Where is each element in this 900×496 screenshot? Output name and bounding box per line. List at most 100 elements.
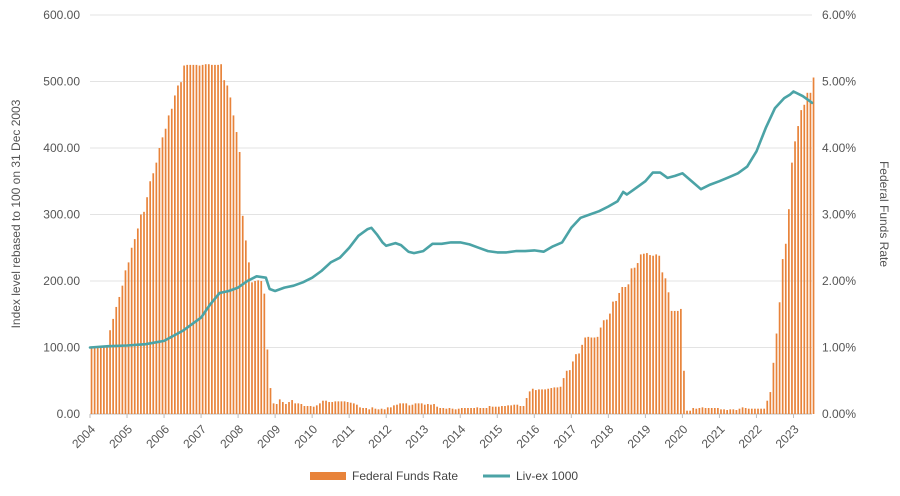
fed-funds-bar	[497, 406, 500, 414]
fed-funds-bar	[241, 215, 244, 414]
fed-funds-bar	[673, 310, 676, 414]
fed-funds-bar	[198, 65, 201, 414]
left-axis-ticks: 0.00 100.00 200.00 300.00 400.00 500.00 600.00	[43, 8, 80, 421]
fed-funds-bar	[516, 404, 519, 414]
fed-funds-bar	[618, 292, 621, 414]
x-tick-label: 2018	[588, 422, 617, 451]
fed-funds-bar	[368, 409, 371, 414]
legend-label-fed-funds: Federal Funds Rate	[352, 469, 458, 483]
fed-funds-bar	[738, 408, 741, 414]
fed-funds-bar	[177, 85, 179, 415]
fed-funds-bar	[334, 401, 337, 414]
fed-funds-bar	[760, 408, 762, 414]
x-tick-label: 2020	[662, 422, 691, 451]
fed-funds-bar	[380, 408, 383, 414]
fed-funds-bar	[411, 404, 414, 414]
fed-funds-bar	[744, 408, 747, 414]
fed-funds-bar	[550, 388, 553, 414]
fed-funds-bar	[581, 344, 583, 414]
fed-funds-bar	[806, 92, 809, 414]
fed-funds-bar	[281, 402, 284, 414]
fed-funds-bar	[454, 409, 457, 414]
right-axis-ticks: 0.00% 1.00% 2.00% 3.00% 4.00% 5.00% 6.00%	[822, 8, 856, 421]
fed-funds-bar	[359, 407, 361, 414]
fed-funds-bar	[587, 336, 590, 414]
fed-funds-bar	[427, 404, 429, 414]
x-tick-label: 2023	[773, 422, 802, 451]
fed-funds-bar	[217, 64, 219, 415]
fed-funds-bar	[343, 401, 346, 414]
fed-funds-bar	[439, 408, 442, 414]
fed-funds-bar	[729, 409, 732, 414]
fed-funds-bar	[146, 197, 148, 414]
fed-funds-bar	[809, 92, 812, 414]
fed-funds-bar	[349, 402, 352, 414]
fed-funds-bar	[615, 300, 617, 414]
fed-funds-bar	[99, 347, 102, 414]
right-tick-label: 5.00%	[822, 75, 856, 89]
fed-funds-bar	[800, 110, 803, 414]
fed-funds-bar	[538, 389, 540, 414]
x-tick-label: 2012	[365, 422, 394, 451]
fed-funds-bar	[553, 387, 556, 414]
fed-funds-bar	[272, 403, 275, 414]
fed-funds-bar	[451, 408, 454, 414]
fed-funds-bar	[130, 247, 133, 414]
fed-funds-bar	[312, 406, 315, 414]
fed-funds-bar	[680, 308, 682, 414]
fed-funds-bar	[297, 403, 300, 414]
fed-funds-bar	[624, 286, 627, 414]
left-tick-label: 100.00	[43, 341, 80, 355]
fed-funds-bar	[180, 82, 182, 415]
x-tick-label: 2010	[291, 422, 320, 451]
fed-funds-bar	[254, 281, 256, 414]
fed-funds-bar	[575, 354, 577, 414]
right-tick-label: 0.00%	[822, 407, 856, 421]
fed-funds-bar	[269, 388, 272, 414]
fed-funds-bar	[531, 388, 534, 414]
fed-funds-bar	[683, 370, 685, 414]
fed-funds-bar	[763, 408, 766, 414]
fed-funds-bar	[112, 318, 114, 414]
fed-funds-bar	[408, 405, 411, 414]
x-tick-label: 2009	[254, 422, 283, 451]
fed-funds-bar	[460, 408, 463, 414]
fed-funds-bar	[769, 392, 772, 414]
fed-funds-bar	[328, 402, 330, 414]
fed-funds-bar	[541, 389, 543, 414]
fed-funds-bar	[485, 408, 488, 414]
fed-funds-bar	[365, 408, 367, 414]
fed-funds-bar	[374, 408, 377, 414]
x-tick-label: 2021	[699, 422, 728, 451]
fed-funds-bar	[794, 141, 796, 414]
fed-funds-bar	[621, 286, 624, 414]
fed-funds-bar	[510, 405, 513, 414]
fed-funds-bar	[732, 409, 735, 414]
fed-funds-bar	[812, 77, 815, 414]
fed-funds-bar	[226, 85, 229, 415]
fed-funds-bar	[322, 400, 324, 414]
fed-funds-bar	[713, 408, 716, 414]
fed-funds-bar	[470, 408, 472, 414]
fed-funds-bar	[646, 253, 648, 414]
fed-funds-bar	[602, 320, 605, 414]
fed-funds-bar	[599, 327, 602, 414]
x-axis-ticks: 2004 2005 2006 2007 2008 2009 2010 2011 2012 2013…	[69, 414, 802, 451]
fed-funds-bar	[195, 64, 198, 415]
fed-funds-bar	[491, 406, 494, 414]
fed-funds-bar	[701, 407, 704, 414]
fed-funds-bar	[476, 407, 479, 414]
fed-funds-bar	[781, 259, 784, 414]
fed-funds-bar	[248, 262, 250, 414]
right-axis-title: Federal Funds Rate	[877, 161, 891, 267]
fed-funds-bar	[127, 262, 130, 414]
fed-funds-bar	[143, 211, 145, 414]
fed-funds-bar	[513, 404, 516, 414]
fed-funds-bar	[568, 370, 571, 414]
fed-funds-bar	[664, 278, 667, 414]
fed-funds-bar	[784, 243, 787, 414]
fed-funds-bar	[211, 64, 213, 415]
fed-funds-bar	[340, 401, 343, 414]
fed-funds-bar	[704, 408, 707, 414]
